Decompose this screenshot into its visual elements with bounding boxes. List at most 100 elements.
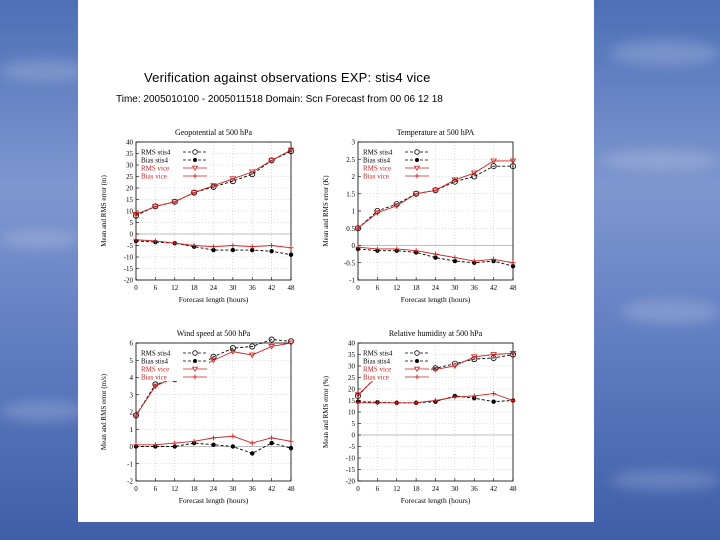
x-tick-label: 42 xyxy=(490,485,498,493)
legend-marker xyxy=(191,366,199,372)
x-tick-label: 0 xyxy=(356,284,360,292)
data-point xyxy=(509,350,517,357)
data-point xyxy=(230,444,236,449)
series-line xyxy=(135,240,292,256)
y-tick-label: 5 xyxy=(130,357,134,365)
y-tick-label: 35 xyxy=(348,351,356,359)
legend-label: Bias vice xyxy=(141,374,167,382)
x-tick-label: 24 xyxy=(432,284,440,292)
legend-label: Bias stis4 xyxy=(363,358,391,366)
data-point xyxy=(452,258,458,264)
y-tick-label: -15 xyxy=(346,466,356,474)
chart-panel-geopotential: Geopotential at 500 hPa 0 6 12 18 24 30 36 42 48 -… xyxy=(96,124,316,304)
x-tick-label: 30 xyxy=(451,284,459,292)
x-tick-label: 42 xyxy=(490,284,498,292)
chart-title: Geopotential at 500 hPa xyxy=(175,128,253,137)
data-point xyxy=(432,187,439,194)
x-axis-label: Forecast length (hours) xyxy=(179,295,249,304)
x-tick-label: 48 xyxy=(510,485,518,493)
data-point xyxy=(451,363,459,370)
x-tick-label: 24 xyxy=(210,284,218,292)
x-tick-label: 0 xyxy=(356,485,360,493)
data-point xyxy=(433,255,438,260)
y-tick-label: -20 xyxy=(124,277,134,285)
data-point xyxy=(250,247,255,253)
data-point xyxy=(287,340,295,347)
legend-marker xyxy=(414,350,420,356)
x-tick-label: 36 xyxy=(249,485,257,493)
x-tick-label: 18 xyxy=(191,485,199,493)
x-axis-label: Forecast length (hours) xyxy=(401,496,471,505)
x-tick-label: 48 xyxy=(288,284,296,292)
data-point xyxy=(288,446,294,451)
data-point xyxy=(132,212,140,218)
legend-label: RMS vice xyxy=(141,165,169,173)
data-point xyxy=(230,433,236,439)
series-line xyxy=(357,165,513,229)
data-point xyxy=(394,400,400,406)
data-point xyxy=(190,190,198,196)
y-tick-label: 6 xyxy=(130,340,134,348)
data-point xyxy=(133,212,140,219)
chart-panel-wind-speed: Wind speed at 500 hPa 0 6 12 18 24 30 36 42 48 -2-… xyxy=(96,325,316,505)
legend-marker xyxy=(414,149,420,155)
legend-marker xyxy=(192,374,198,380)
y-tick-label: 0.5 xyxy=(346,225,355,233)
data-point xyxy=(133,442,139,448)
data-point xyxy=(230,247,236,253)
slide-canvas: Verification against observations EXP: s… xyxy=(78,0,594,522)
x-tick-label: 36 xyxy=(471,485,479,493)
y-tick-label: 5 xyxy=(352,420,356,428)
legend-marker xyxy=(192,149,198,155)
data-point xyxy=(354,225,362,232)
data-point xyxy=(172,444,177,449)
chart-panel-temperature: Temperature at 500 hPA 0 6 12 18 24 30 36 42 48 -1… xyxy=(318,124,538,304)
data-point xyxy=(210,357,217,364)
y-axis-label: Mean and RMS error (m/s) xyxy=(100,373,108,450)
data-point xyxy=(412,191,420,197)
data-point xyxy=(510,264,516,269)
x-tick-label: 0 xyxy=(134,284,138,292)
chart-title: Relative humidity at 500 hPa xyxy=(389,329,483,338)
data-point xyxy=(191,243,197,248)
data-point xyxy=(152,204,159,210)
data-point xyxy=(354,392,362,398)
data-point xyxy=(152,238,158,244)
y-tick-label: 0 xyxy=(130,231,134,239)
data-point xyxy=(211,247,216,253)
y-tick-label: 30 xyxy=(348,363,356,371)
y-tick-label: 30 xyxy=(126,162,134,170)
x-axis-label: Forecast length (hours) xyxy=(179,496,249,505)
data-point xyxy=(510,398,516,403)
data-point xyxy=(133,237,139,243)
y-tick-label: 4 xyxy=(130,374,134,382)
legend-label: RMS vice xyxy=(363,366,391,374)
legend-marker xyxy=(193,359,197,363)
legend-marker xyxy=(413,165,421,171)
y-tick-label: -2 xyxy=(127,478,133,486)
chart-geopotential: Geopotential at 500 hPa 0 6 12 18 24 30 36 42 48 -… xyxy=(100,128,296,304)
data-point xyxy=(491,399,496,404)
y-tick-label: -15 xyxy=(124,265,134,273)
series-line xyxy=(135,342,292,416)
data-point xyxy=(490,158,497,165)
data-point xyxy=(249,343,256,350)
y-tick-label: 35 xyxy=(126,150,134,158)
y-tick-label: 20 xyxy=(348,386,356,394)
data-point xyxy=(211,442,216,447)
x-axis-label: Forecast length (hours) xyxy=(401,295,471,304)
data-point xyxy=(432,367,439,373)
legend-label: RMS stis4 xyxy=(141,350,171,358)
data-point xyxy=(210,353,217,360)
data-point xyxy=(509,158,517,165)
x-tick-label: 24 xyxy=(210,485,218,493)
y-tick-label: 10 xyxy=(348,409,356,417)
data-point xyxy=(413,248,419,254)
data-point xyxy=(269,440,274,446)
data-point xyxy=(269,435,275,441)
legend-label: Bias stis4 xyxy=(141,157,169,165)
legend-label: RMS stis4 xyxy=(363,149,393,157)
data-point xyxy=(433,251,438,257)
data-point xyxy=(451,177,459,184)
